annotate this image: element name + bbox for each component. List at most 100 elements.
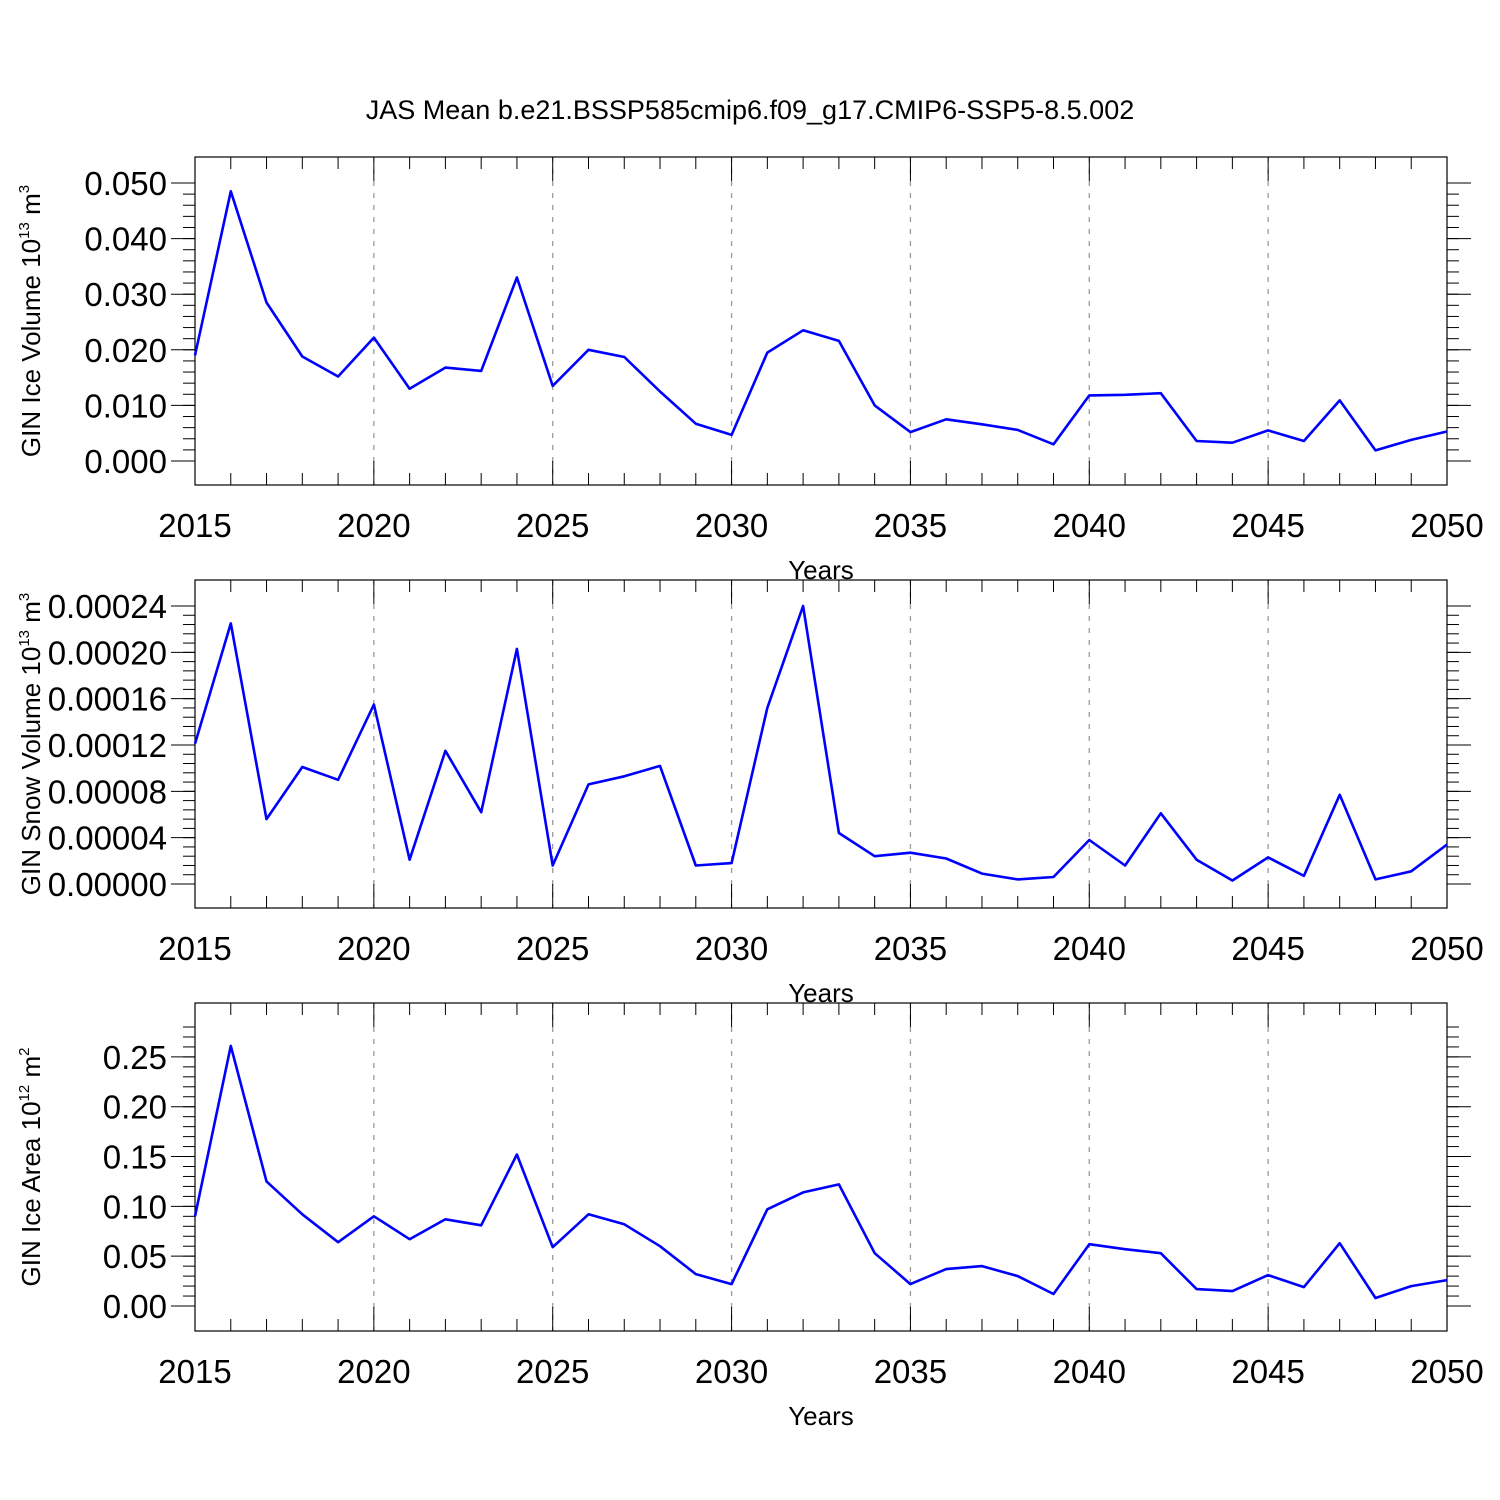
data-point <box>1373 448 1377 452</box>
y-tick-label: 0.00 <box>103 1288 167 1325</box>
x-tick-label: 2020 <box>337 507 410 544</box>
data-point <box>1409 869 1413 873</box>
y-tick-label: 0.00020 <box>48 634 167 671</box>
data-point <box>408 858 412 862</box>
y-tick-label: 0.15 <box>103 1139 167 1176</box>
data-point <box>443 749 447 753</box>
panel-ice-volume: 0.000 0.010 0.020 0.030 0.040 0.050 2015 2020 20… <box>16 156 1484 585</box>
data-point <box>944 417 948 421</box>
data-point <box>1445 843 1449 847</box>
data-point <box>265 817 269 821</box>
data-point <box>658 764 662 768</box>
data-point <box>1373 877 1377 881</box>
data-point <box>229 189 233 193</box>
data-point <box>1052 875 1056 879</box>
data-point <box>443 1217 447 1221</box>
data-point <box>1052 1292 1056 1296</box>
y-tick-label: 0.00000 <box>48 866 167 903</box>
data-point <box>1445 1278 1449 1282</box>
data-point <box>1052 442 1056 446</box>
data-point <box>372 336 376 340</box>
data-point <box>1159 1251 1163 1255</box>
data-point <box>1266 1273 1270 1277</box>
data-point <box>1016 428 1020 432</box>
panel-snow-volume: 0.00000 0.00004 0.00008 0.00012 0.00016 0.000… <box>16 579 1484 1008</box>
data-point <box>658 390 662 394</box>
data-point <box>765 351 769 355</box>
data-point <box>515 276 519 280</box>
data-point <box>1230 441 1234 445</box>
data-point <box>1016 1274 1020 1278</box>
x-tick-label: 2025 <box>516 1353 589 1390</box>
data-point <box>730 861 734 865</box>
x-tick-label: 2050 <box>1410 1353 1483 1390</box>
x-tick-label: 2035 <box>874 930 947 967</box>
y-tick-label: 0.25 <box>103 1039 167 1076</box>
plot-frame <box>194 579 1448 909</box>
y-tick-label: 0.00024 <box>48 588 167 625</box>
data-point <box>1087 838 1091 842</box>
data-point <box>801 328 805 332</box>
series-line-ice-area <box>193 1044 1448 1300</box>
y-axis-title: GIN Ice Area 1012 m2 <box>16 1048 46 1287</box>
data-point <box>1195 858 1199 862</box>
data-point <box>837 339 841 343</box>
data-point <box>801 1190 805 1194</box>
data-point <box>586 348 590 352</box>
data-point <box>622 1222 626 1226</box>
data-point <box>765 1207 769 1211</box>
x-tick-label: 2030 <box>695 930 768 967</box>
data-point <box>479 369 483 373</box>
data-point <box>1123 393 1127 397</box>
x-tick-label: 2025 <box>516 930 589 967</box>
plot-frame <box>194 1002 1448 1332</box>
y-tick-label: 0.05 <box>103 1238 167 1275</box>
data-point <box>980 1264 984 1268</box>
data-point <box>229 621 233 625</box>
data-point <box>1302 439 1306 443</box>
data-point <box>1195 1287 1199 1291</box>
data-point <box>908 851 912 855</box>
x-tick-label: 2025 <box>516 507 589 544</box>
data-point <box>1409 438 1413 442</box>
series-line-ice-volume <box>193 190 1448 452</box>
data-point <box>1230 1289 1234 1293</box>
data-point <box>980 422 984 426</box>
data-point <box>1087 1242 1091 1246</box>
data-point <box>1266 428 1270 432</box>
x-tick-label: 2045 <box>1231 507 1304 544</box>
y-tick-label: 0.20 <box>103 1089 167 1126</box>
x-tick-label: 2040 <box>1053 930 1126 967</box>
data-point <box>229 1044 233 1048</box>
y-tick-label: 0.010 <box>84 387 167 424</box>
x-tick-label: 2030 <box>695 1353 768 1390</box>
x-tick-label: 2045 <box>1231 930 1304 967</box>
x-tick-label: 2050 <box>1410 507 1483 544</box>
x-tick-label: 2040 <box>1053 507 1126 544</box>
data-point <box>372 702 376 706</box>
data-point <box>694 863 698 867</box>
x-tick-label: 2035 <box>874 1353 947 1390</box>
data-point <box>300 354 304 358</box>
data-point <box>300 1212 304 1216</box>
y-tick-label: 0.030 <box>84 276 167 313</box>
data-point <box>1445 430 1449 434</box>
x-tick-label: 2020 <box>337 1353 410 1390</box>
data-point <box>1338 1241 1342 1245</box>
data-point <box>694 1272 698 1276</box>
panel-ice-area: 0.00 0.05 0.10 0.15 0.20 0.25 2015 2020 2025 2030… <box>16 1002 1484 1431</box>
data-point <box>300 765 304 769</box>
data-point <box>372 1214 376 1218</box>
y-tick-label: 0.00016 <box>48 681 167 718</box>
data-point <box>1266 855 1270 859</box>
data-point <box>765 706 769 710</box>
data-point <box>944 1267 948 1271</box>
data-point <box>515 1153 519 1157</box>
data-point <box>193 742 197 746</box>
data-point <box>193 353 197 357</box>
data-point <box>408 1237 412 1241</box>
data-point <box>730 433 734 437</box>
y-axis-title: GIN Ice Volume 1013 m3 <box>16 185 46 457</box>
data-point <box>1230 879 1234 883</box>
